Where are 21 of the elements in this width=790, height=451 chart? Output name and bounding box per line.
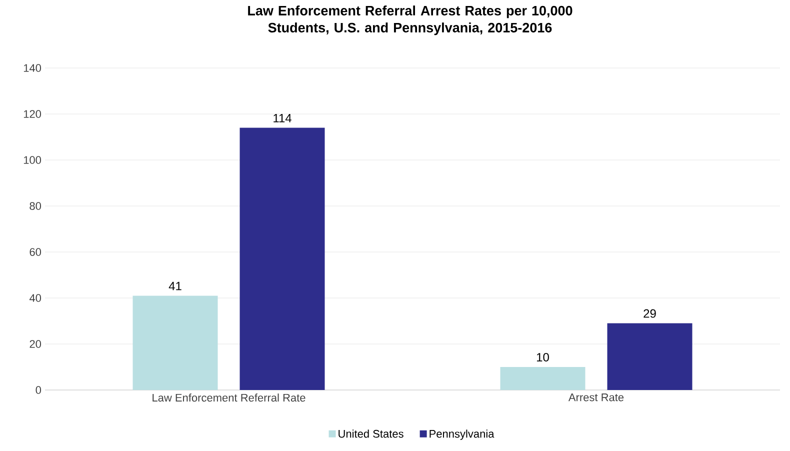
chart-title: Law Enforcement Referral Arrest Rates per 10,000 Students, U.S. and Pennsylvania, 2015-2016 bbox=[248, 6, 572, 36]
data-label: 114 bbox=[274, 114, 292, 122]
y-tick-label: 40 bbox=[29, 294, 42, 302]
y-tick-label: 60 bbox=[30, 248, 42, 256]
y-tick-label: 20 bbox=[30, 340, 42, 348]
bar bbox=[240, 128, 325, 390]
y-tick-label: 140 bbox=[24, 64, 42, 72]
data-label: 10 bbox=[536, 352, 549, 362]
y-tick-label: 0 bbox=[36, 386, 42, 394]
legend-label: United States bbox=[338, 430, 404, 438]
x-tick-label: Arrest Rate bbox=[568, 394, 624, 402]
y-tick-label: 80 bbox=[30, 202, 42, 210]
data-label: 29 bbox=[644, 309, 656, 318]
legend-label: Pennsylvania bbox=[430, 430, 494, 440]
bar bbox=[607, 323, 692, 390]
x-tick-label: Law Enforcement Referral Rate bbox=[152, 394, 306, 402]
y-tick-label: 120 bbox=[24, 110, 42, 118]
bar bbox=[132, 296, 218, 390]
y-tick-label: 100 bbox=[24, 156, 42, 164]
data-label: 41 bbox=[168, 282, 182, 290]
bar bbox=[500, 367, 586, 390]
